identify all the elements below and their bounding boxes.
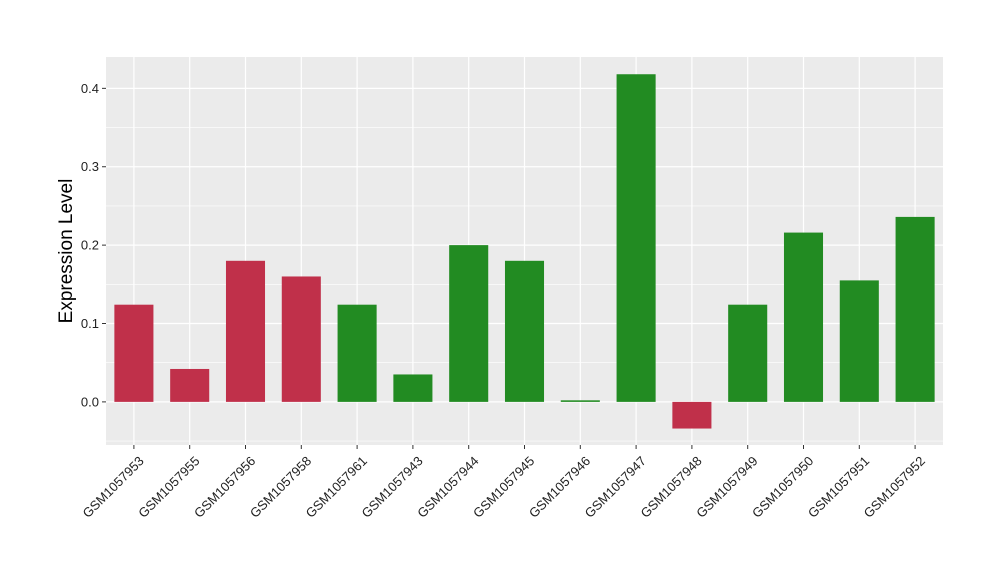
- y-tick-label: 0.2: [81, 238, 99, 253]
- y-axis: 0.0 0.1 0.2 0.3 0.4: [81, 81, 106, 409]
- bar-GSM1057958: [281, 276, 321, 402]
- bar-GSM1057956: [225, 260, 266, 402]
- x-axis: GSM1057953GSM1057955GSM1057956GSM1057958…: [79, 445, 928, 521]
- bars: [114, 74, 935, 429]
- bar-GSM1057951: [839, 280, 879, 402]
- y-axis-title: Expression Level: [56, 179, 77, 324]
- y-tick-label: 0.0: [81, 394, 99, 409]
- y-tick-label: 0.3: [81, 159, 99, 174]
- bar-GSM1057947: [616, 74, 656, 402]
- bar-GSM1057948: [672, 401, 712, 429]
- bar-GSM1057952: [895, 216, 935, 402]
- y-tick-label: 0.1: [81, 316, 99, 331]
- bar-GSM1057946: [560, 400, 600, 402]
- bar-GSM1057961: [337, 304, 377, 402]
- bar-GSM1057945: [504, 260, 545, 402]
- bar-GSM1057955: [170, 368, 210, 402]
- bar-GSM1057953: [114, 304, 154, 402]
- bar-GSM1057950: [783, 232, 824, 402]
- bar-GSM1057943: [393, 374, 433, 402]
- y-tick-label: 0.4: [81, 81, 99, 96]
- bar-GSM1057944: [449, 245, 489, 402]
- bar-GSM1057949: [728, 304, 768, 402]
